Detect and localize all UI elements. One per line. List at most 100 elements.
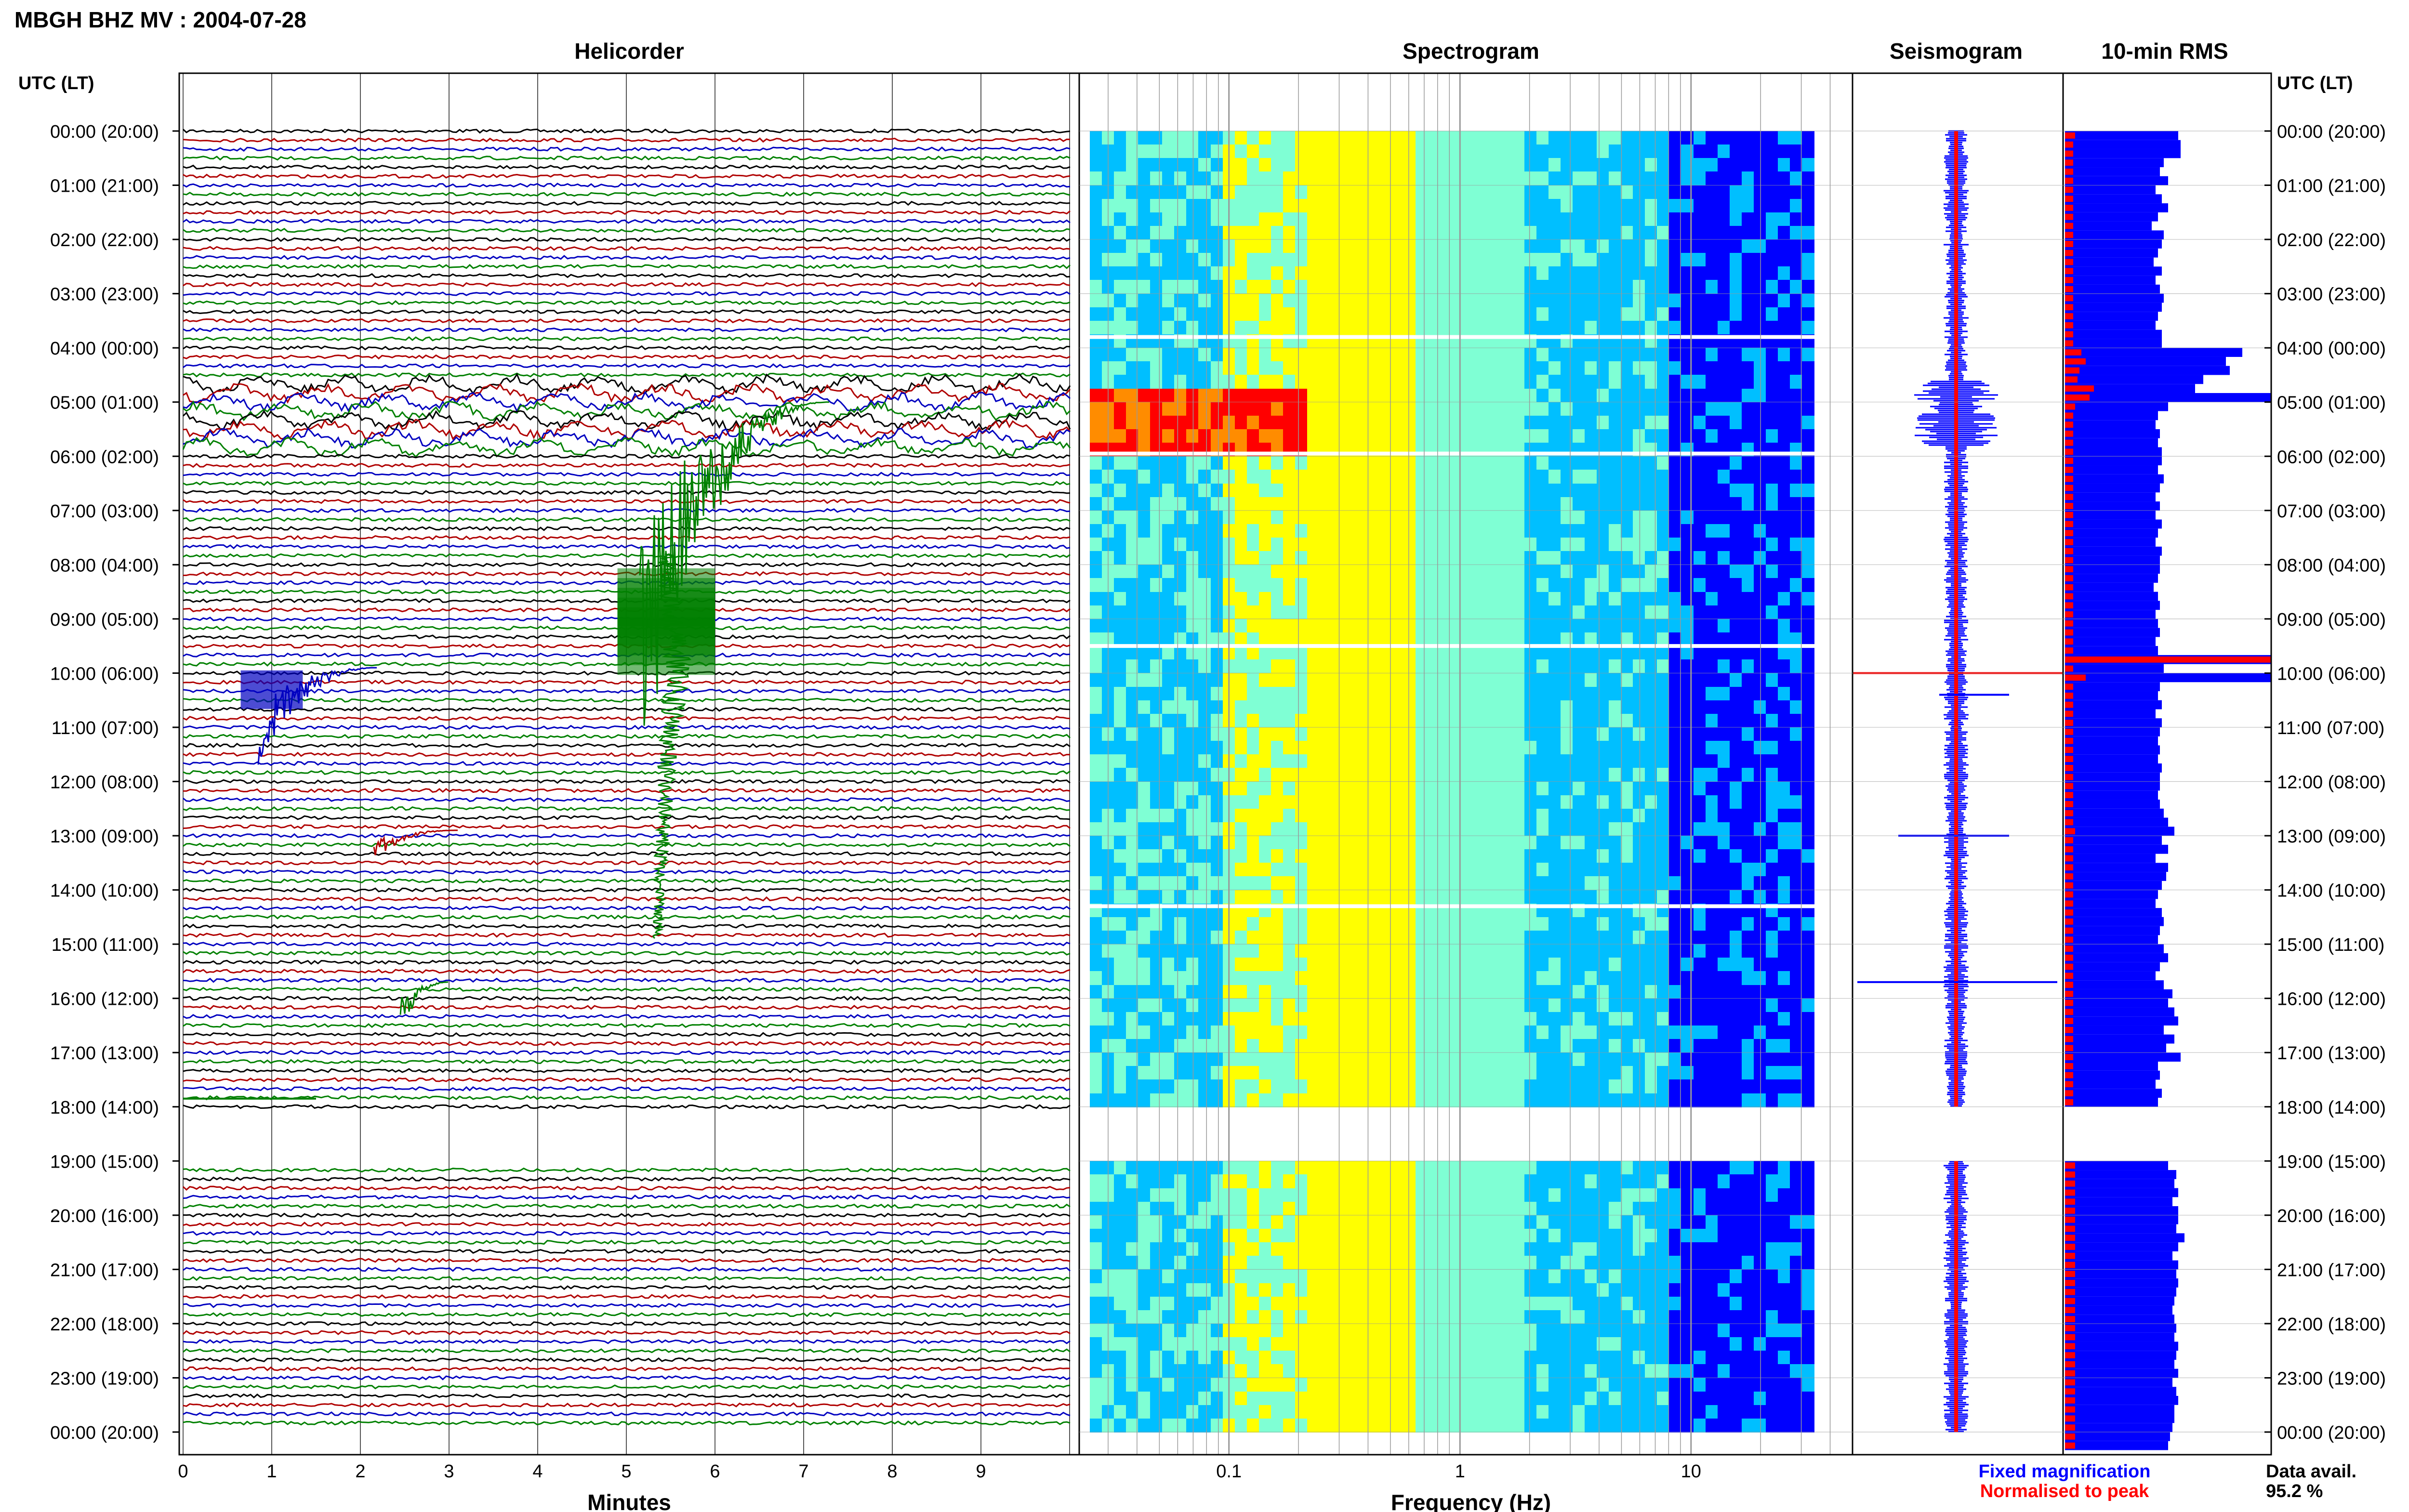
spectrogram-cell [1428,375,1440,389]
spectrogram-cell [1355,171,1368,185]
spectrogram-cell [1331,673,1344,687]
spectrogram-cell [1331,470,1344,484]
spectrogram-cell [1561,429,1573,443]
spectrogram-cell [1742,429,1754,443]
spectrogram-cell [1295,511,1308,525]
spectrogram-cell [1379,958,1392,972]
spectrogram-cell [1138,158,1151,172]
spectrogram-cell [1126,239,1138,253]
spectrogram-cell [1609,985,1621,999]
spectrogram-cell [1766,402,1778,416]
spectrogram-cell [1343,768,1356,782]
spectrogram-cell [1512,416,1525,430]
spectrogram-cell [1186,416,1199,430]
helicorder-trace [183,1330,1071,1336]
spectrogram-cell [1464,239,1477,253]
spectrogram-cell [1416,592,1428,606]
spectrogram-cell [1126,226,1138,240]
spectrogram-cell [1114,294,1126,308]
spectrogram-cell [1295,1012,1308,1026]
spectrogram-cell [1090,1256,1102,1270]
spectrogram-cell [1416,1229,1428,1243]
spectrogram-cell [1500,619,1513,633]
spectrogram-cell [1331,212,1344,226]
spectrogram-cell [1307,565,1320,579]
spectrogram-cell [1742,795,1754,809]
spectrogram-cell [1585,809,1597,823]
spectrogram-cell [1778,1229,1790,1243]
spectrogram-cell [1331,1066,1344,1080]
spectrogram-cell [1271,1215,1284,1229]
spectrogram-cell [1488,1066,1501,1080]
spectrogram-cell [1211,673,1223,687]
spectrogram-cell [1114,456,1126,470]
spectrogram-cell [1512,1174,1525,1188]
spectrogram-cell [1271,1269,1284,1283]
spectrogram-cell [1355,1174,1368,1188]
spectrogram-cell [1718,876,1730,890]
spectrogram-cell [1730,212,1742,226]
spectrogram-cell [1452,1066,1465,1080]
spectrogram-cell [1512,1229,1525,1243]
spectrogram-cell [1609,212,1621,226]
spectrogram-cell [1247,348,1259,362]
spectrogram-cell [1391,266,1404,280]
spectrogram-cell [1283,1188,1296,1202]
spectrogram-cell [1452,131,1465,145]
spectrogram-cell [1790,1174,1802,1188]
spectrogram-cell [1669,876,1681,890]
spectrogram-cell [1391,754,1404,768]
spectrogram-cell [1766,497,1778,511]
spectrogram-cell [1391,849,1404,863]
spectrogram-cell [1295,361,1308,375]
spectrogram-cell [1416,822,1428,836]
spectrogram-cell [1573,212,1585,226]
spectrogram-cell [1391,1202,1404,1216]
spectrogram-cell [1403,1161,1416,1175]
helicorder-trace [183,950,1071,956]
spectrogram-cell [1621,402,1633,416]
spectrogram-cell [1573,497,1585,511]
spectrogram-cell [1609,768,1621,782]
spectrogram-cell [1706,985,1718,999]
spectrogram-cell [1464,714,1477,728]
spectrogram-cell [1766,944,1778,958]
spectrogram-cell [1162,1188,1175,1202]
helicorder-events [240,401,829,1015]
spectrogram-cell [1657,1012,1669,1026]
spectrogram-cell [1150,822,1163,836]
spectrogram-cell [1633,416,1645,430]
spectrogram-cell [1476,687,1489,701]
spectrogram-cell [1307,1269,1320,1283]
spectrogram-cell [1706,1188,1718,1202]
spectrogram-cell [1585,280,1597,294]
spectrogram-cell [1512,497,1525,511]
spectrogram-cell [1247,416,1259,430]
spectrogram-cell [1174,456,1187,470]
spectrogram-cell [1718,931,1730,945]
spectrogram-cell [1307,1052,1320,1066]
spectrogram-cell [1512,239,1525,253]
spectrogram-cell [1585,497,1597,511]
spectrogram-cell [1271,484,1284,498]
spectrogram-cell [1549,890,1561,904]
spectrogram-cell [1730,131,1742,145]
spectrogram-cell [1621,1026,1633,1039]
spectrogram-cell [1452,673,1465,687]
spectrogram-cell [1730,646,1742,660]
spectrogram-cell [1790,1161,1802,1175]
spectrogram-cell [1561,375,1573,389]
spectrogram-cell [1536,985,1549,999]
spectrogram-cell [1126,565,1138,579]
spectrogram-cell [1186,971,1199,985]
spectrogram-cell [1138,171,1151,185]
spectrogram-cell [1754,1012,1766,1026]
spectrogram-cell [1597,944,1609,958]
spectrogram-cell [1271,470,1284,484]
spectrogram-cell [1355,456,1368,470]
spectrogram-cell [1391,714,1404,728]
spectrogram-cell [1657,768,1669,782]
spectrogram-cell [1561,985,1573,999]
spectrogram-cell [1524,727,1537,741]
spectrogram-cell [1355,511,1368,525]
